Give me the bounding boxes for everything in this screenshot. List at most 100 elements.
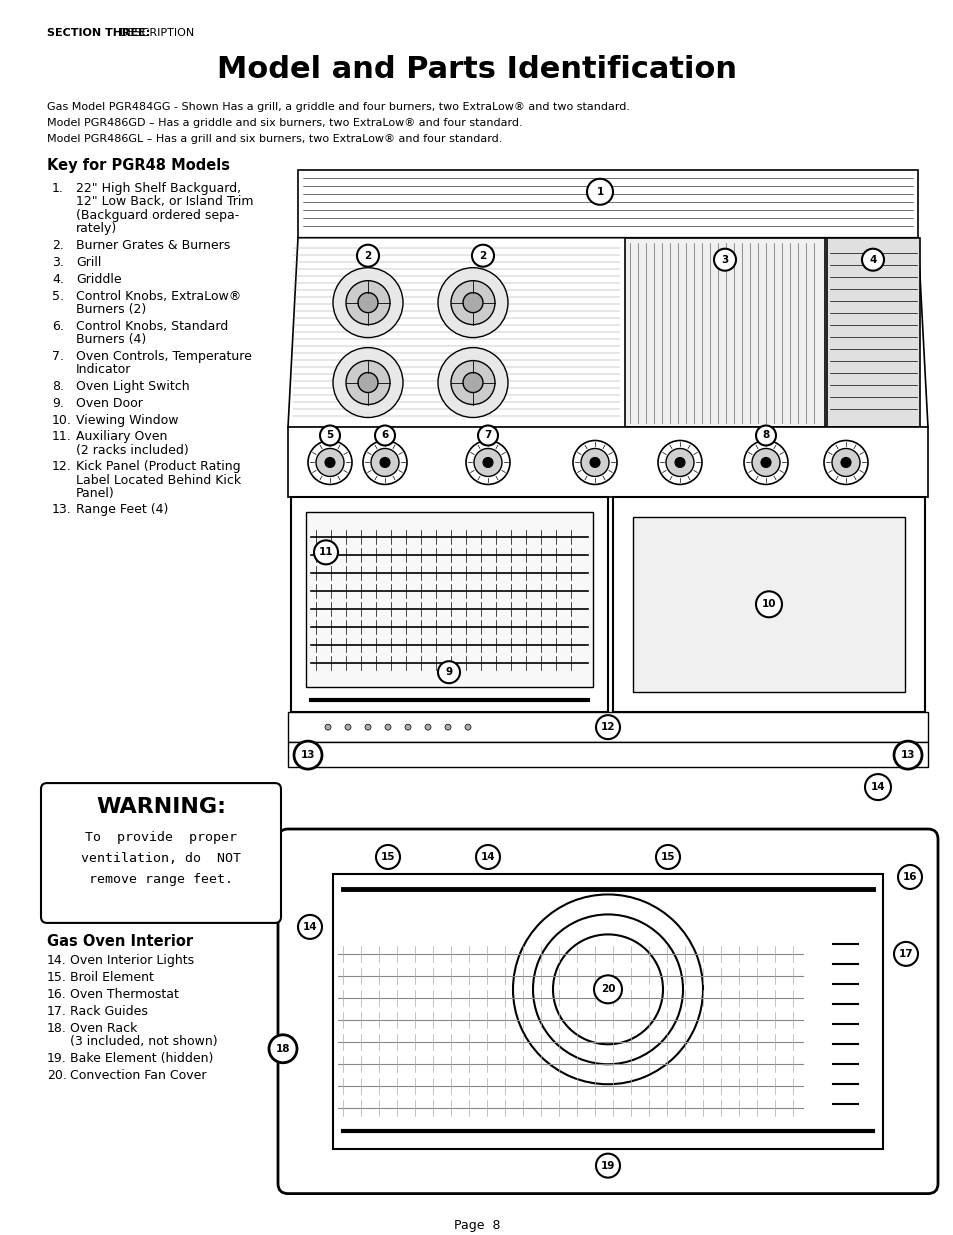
Circle shape (665, 448, 693, 477)
Circle shape (472, 245, 494, 267)
Text: 3: 3 (720, 254, 728, 264)
Circle shape (363, 441, 407, 484)
Circle shape (755, 426, 775, 446)
Bar (288, 427, 927, 498)
Circle shape (656, 845, 679, 869)
Circle shape (675, 457, 684, 468)
Text: 6.: 6. (52, 320, 64, 332)
Text: 5.: 5. (52, 290, 64, 303)
Text: 15: 15 (380, 852, 395, 862)
Circle shape (596, 715, 619, 739)
Text: 6: 6 (381, 431, 388, 441)
Text: 13.: 13. (52, 504, 71, 516)
Text: 16: 16 (902, 872, 916, 882)
Text: Model and Parts Identification: Model and Parts Identification (216, 54, 737, 84)
Text: Oven Controls, Temperature: Oven Controls, Temperature (76, 350, 252, 363)
Text: 5: 5 (326, 431, 334, 441)
Text: (2 racks included): (2 racks included) (76, 443, 189, 457)
Bar (633, 517, 904, 692)
Text: Gas Model PGR484GG - Shown Has a grill, a griddle and four burners, two ExtraLow: Gas Model PGR484GG - Shown Has a grill, … (47, 101, 629, 112)
Text: DESCRIPTION: DESCRIPTION (120, 28, 195, 38)
Text: 2: 2 (478, 251, 486, 261)
Text: 19.: 19. (47, 1052, 67, 1065)
Text: 3.: 3. (52, 256, 64, 269)
Text: (Backguard ordered sepa-: (Backguard ordered sepa- (76, 209, 239, 222)
Text: Rack Guides: Rack Guides (70, 1005, 148, 1018)
Circle shape (573, 441, 617, 484)
Text: 7: 7 (484, 431, 491, 441)
Text: 12.: 12. (52, 461, 71, 473)
Text: Convection Fan Cover: Convection Fan Cover (70, 1068, 206, 1082)
Circle shape (319, 426, 339, 446)
Text: 1.: 1. (52, 182, 64, 195)
Text: 8.: 8. (52, 379, 64, 393)
Circle shape (658, 441, 701, 484)
Circle shape (760, 457, 770, 468)
Circle shape (462, 293, 482, 312)
Text: remove range feet.: remove range feet. (89, 873, 233, 885)
Circle shape (864, 774, 890, 800)
Text: Grill: Grill (76, 256, 101, 269)
Text: Control Knobs, ExtraLow®: Control Knobs, ExtraLow® (76, 290, 241, 303)
Text: Auxiliary Oven: Auxiliary Oven (76, 431, 167, 443)
Text: Bake Element (hidden): Bake Element (hidden) (70, 1052, 213, 1065)
Text: 12" Low Back, or Island Trim: 12" Low Back, or Island Trim (76, 195, 253, 209)
Circle shape (314, 541, 337, 564)
Text: 20: 20 (600, 984, 615, 994)
Bar (333, 874, 882, 1149)
Circle shape (346, 361, 390, 405)
Text: 17: 17 (898, 948, 912, 958)
Circle shape (269, 1035, 296, 1063)
Text: 14.: 14. (47, 953, 67, 967)
Circle shape (862, 248, 883, 270)
Text: Page  8: Page 8 (454, 1219, 499, 1231)
Text: 14: 14 (302, 921, 317, 932)
Text: 20.: 20. (47, 1068, 67, 1082)
Bar (291, 498, 607, 713)
Circle shape (297, 915, 322, 939)
Circle shape (451, 280, 495, 325)
Text: To  provide  proper: To provide proper (85, 831, 236, 844)
Circle shape (405, 724, 411, 730)
Text: 2.: 2. (52, 238, 64, 252)
Text: Control Knobs, Standard: Control Knobs, Standard (76, 320, 228, 332)
Text: 22" High Shelf Backguard,: 22" High Shelf Backguard, (76, 182, 241, 195)
Text: 15.: 15. (47, 971, 67, 984)
Text: 8: 8 (761, 431, 769, 441)
Text: 7.: 7. (52, 350, 64, 363)
Circle shape (357, 293, 377, 312)
Text: Label Located Behind Kick: Label Located Behind Kick (76, 474, 241, 487)
Text: Burners (2): Burners (2) (76, 303, 146, 316)
Circle shape (589, 457, 599, 468)
Text: Indicator: Indicator (76, 363, 132, 377)
Circle shape (893, 741, 921, 769)
Circle shape (444, 724, 451, 730)
Circle shape (346, 280, 390, 325)
Circle shape (357, 373, 377, 393)
Text: Viewing Window: Viewing Window (76, 414, 178, 426)
Circle shape (743, 441, 787, 484)
Bar (624, 237, 824, 427)
Text: 14: 14 (480, 852, 495, 862)
Text: Model PGR486GD – Has a griddle and six burners, two ExtraLow® and four standard.: Model PGR486GD – Has a griddle and six b… (47, 117, 522, 128)
Circle shape (755, 592, 781, 618)
Text: rately): rately) (76, 222, 117, 235)
Bar (306, 513, 593, 687)
Circle shape (596, 1153, 619, 1178)
Text: 9.: 9. (52, 396, 64, 410)
Text: SECTION THREE:: SECTION THREE: (47, 28, 150, 38)
Circle shape (451, 361, 495, 405)
Text: 1: 1 (596, 186, 603, 196)
Circle shape (385, 724, 391, 730)
Text: Panel): Panel) (76, 488, 114, 500)
Circle shape (474, 448, 501, 477)
Text: 10: 10 (760, 599, 776, 609)
Circle shape (482, 457, 493, 468)
FancyBboxPatch shape (41, 783, 281, 923)
Circle shape (356, 245, 378, 267)
Text: 13: 13 (900, 750, 914, 760)
Circle shape (437, 661, 459, 683)
Circle shape (325, 724, 331, 730)
Circle shape (465, 441, 510, 484)
Text: 4: 4 (868, 254, 876, 264)
